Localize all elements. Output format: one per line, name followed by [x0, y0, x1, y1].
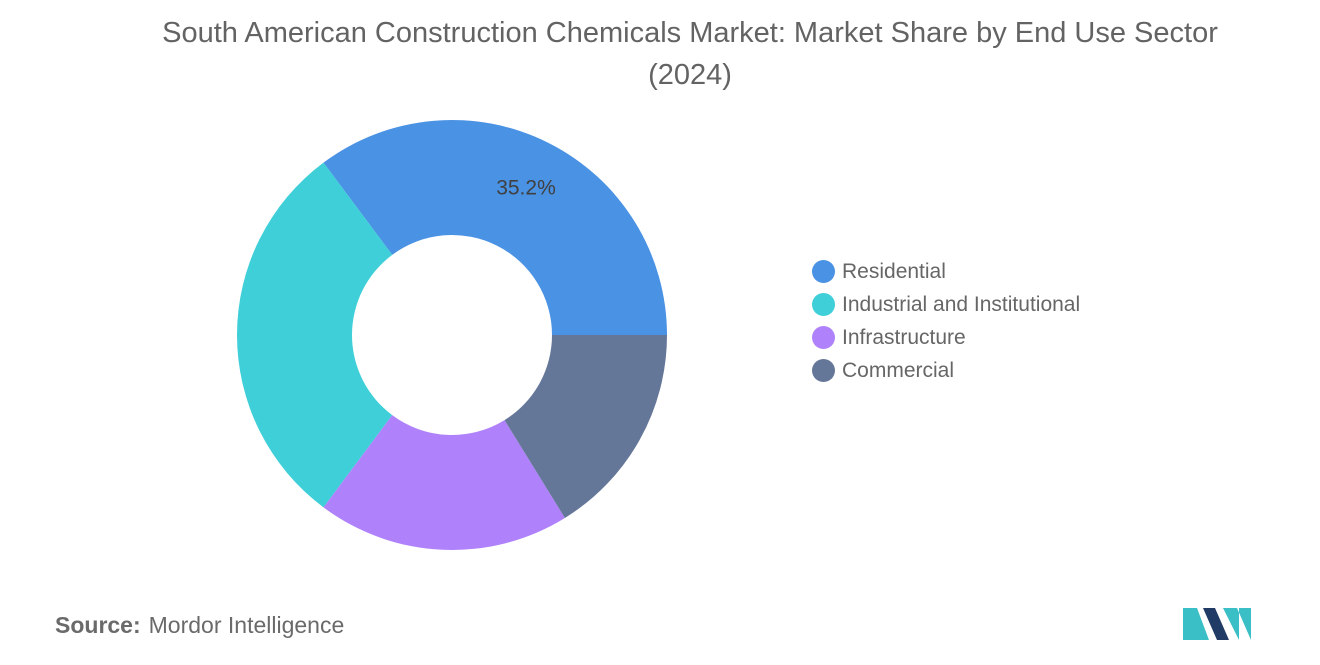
source-note: Source: Mordor Intelligence: [55, 612, 344, 639]
data-label-residential: 35.2%: [496, 177, 556, 200]
legend-swatch-industrial-and-institutional: [812, 293, 835, 316]
legend-item-commercial[interactable]: Commercial: [812, 354, 1080, 387]
slice-commercial[interactable]: [504, 335, 667, 518]
legend-swatch-infrastructure: [812, 326, 835, 349]
source-value: Mordor Intelligence: [148, 612, 345, 638]
legend-swatch-residential: [812, 260, 835, 283]
legend-label-residential: Residential: [842, 259, 946, 283]
legend: Residential Industrial and Institutional…: [812, 255, 1080, 387]
logo-mark-middle: [1203, 608, 1229, 640]
source-key: Source:: [55, 612, 141, 638]
logo-mark-left: [1183, 608, 1209, 640]
legend-label-infrastructure: Infrastructure: [842, 325, 966, 349]
logo-mark-right: [1223, 608, 1251, 640]
legend-label-industrial-and-institutional: Industrial and Institutional: [842, 292, 1081, 316]
chart-title: South American Construction Chemicals Ma…: [162, 17, 1218, 91]
slice-residential[interactable]: [323, 119, 667, 335]
legend-item-industrial-and-institutional[interactable]: Industrial and Institutional: [812, 288, 1080, 321]
legend-label-commercial: Commercial: [842, 358, 955, 382]
legend-item-residential[interactable]: Residential: [812, 255, 1080, 288]
legend-item-infrastructure[interactable]: Infrastructure: [812, 321, 1080, 354]
legend-swatch-commercial: [812, 359, 835, 382]
slice-industrial-and-institutional[interactable]: [236, 162, 393, 508]
mordor-intelligence-logo-icon: [1183, 608, 1251, 640]
slice-infrastructure[interactable]: [323, 415, 565, 550]
